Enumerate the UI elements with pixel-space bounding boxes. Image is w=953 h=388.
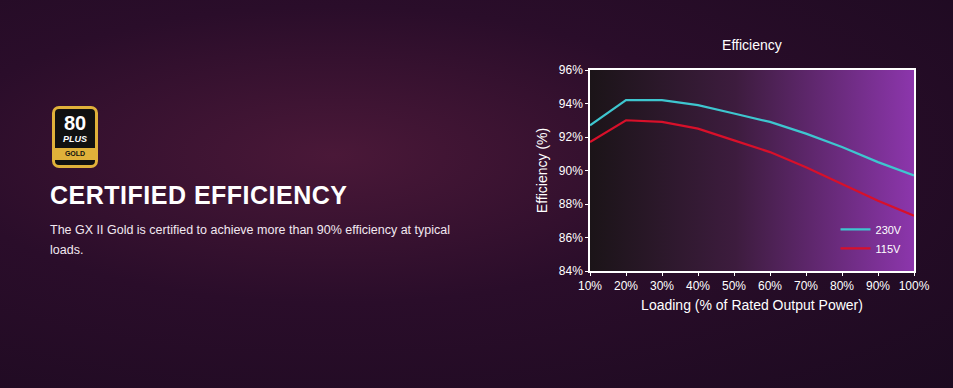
svg-text:88%: 88%	[559, 197, 583, 211]
svg-text:90%: 90%	[559, 164, 583, 178]
svg-text:Efficiency: Efficiency	[722, 37, 782, 53]
svg-text:20%: 20%	[614, 279, 638, 293]
svg-text:84%: 84%	[559, 264, 583, 278]
html-text:GOLD: GOLD	[64, 150, 86, 157]
svg-text:86%: 86%	[559, 231, 583, 245]
svg-text:94%: 94%	[559, 97, 583, 111]
html-text:CERTIFIED EFFICIENCY: CERTIFIED EFFICIENCY	[50, 181, 348, 209]
html-text:80: 80	[63, 112, 87, 134]
svg-text:90%: 90%	[866, 279, 890, 293]
svg-text:40%: 40%	[686, 279, 710, 293]
svg-text:230V: 230V	[876, 224, 902, 236]
svg-text:80%: 80%	[830, 279, 854, 293]
svg-text:115V: 115V	[876, 243, 902, 255]
svg-text:Loading (% of Rated Output Pow: Loading (% of Rated Output Power)	[641, 297, 863, 313]
svg-text:96%: 96%	[559, 63, 583, 77]
svg-text:30%: 30%	[650, 279, 674, 293]
svg-text:50%: 50%	[722, 279, 746, 293]
html-text:PLUS: PLUS	[63, 134, 87, 144]
svg-text:100%: 100%	[899, 279, 930, 293]
svg-text:70%: 70%	[794, 279, 818, 293]
svg-text:10%: 10%	[578, 279, 602, 293]
svg-text:60%: 60%	[758, 279, 782, 293]
svg-text:92%: 92%	[559, 130, 583, 144]
html-text:The GX II Gold is certified to: The GX II Gold is certified to achieve m…	[50, 223, 450, 257]
svg-text:Efficiency (%): Efficiency (%)	[534, 128, 550, 213]
